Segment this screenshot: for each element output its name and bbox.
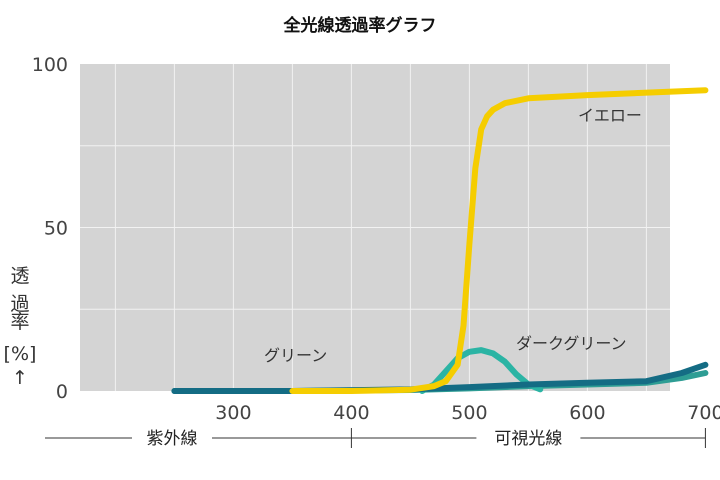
wavelength-ranges: 紫外線 可視光線 (45, 428, 706, 449)
y-axis-label-part: ↑ (12, 367, 28, 389)
y-tick-label: 50 (44, 218, 68, 240)
series-label: ダークグリーン (516, 334, 627, 353)
x-tick-label: 400 (333, 402, 369, 424)
y-axis-label-part: 率 (10, 311, 29, 333)
y-axis-label-part: 過 (10, 293, 29, 315)
series-line (419, 347, 544, 394)
series-line (289, 87, 709, 394)
range-label: 可視光線 (494, 429, 562, 449)
y-axis: 0 50 100 (32, 54, 68, 403)
x-tick-label: 700 (687, 402, 720, 424)
series-group (171, 87, 709, 394)
series-label: イエロー (578, 106, 642, 125)
x-tick-label: 500 (451, 402, 487, 424)
x-tick-label: 300 (215, 402, 251, 424)
chart-title: 全光線透過率グラフ (283, 15, 437, 36)
y-axis-label: 透過率 [%]↑ (4, 265, 37, 389)
y-axis-label-part: [%] (4, 343, 37, 365)
grid (80, 64, 670, 391)
y-tick-label: 100 (32, 54, 68, 76)
y-tick-label: 0 (56, 381, 68, 403)
y-axis-label-part: 透 (10, 265, 29, 287)
series-label: グリーン (264, 346, 327, 365)
range-label: 紫外線 (147, 429, 198, 449)
x-tick-label: 600 (569, 402, 605, 424)
